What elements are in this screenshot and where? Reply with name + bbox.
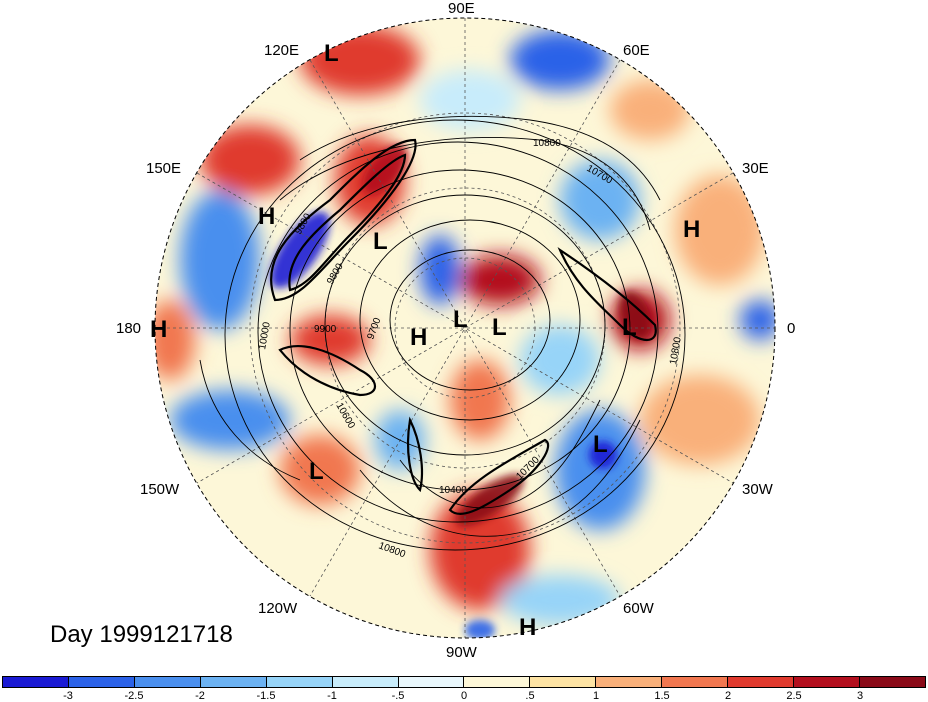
lon-label-30w: 30W — [742, 481, 773, 498]
colorbar-tick-label: -1.5 — [256, 690, 276, 702]
low-center: L — [622, 314, 637, 341]
contour-label: 10400 — [439, 485, 467, 496]
colorbar-swatch — [331, 677, 398, 687]
colorbar-swatch — [397, 677, 464, 687]
colorbar-tick-label: -3 — [63, 690, 73, 702]
low-center: L — [324, 40, 339, 67]
lon-label-150w: 150W — [140, 481, 180, 498]
height-contours — [199, 115, 686, 551]
colorbar-swatch — [3, 677, 68, 687]
lon-label-90e: 90E — [448, 0, 475, 17]
colorbar-swatch — [67, 677, 134, 687]
colorbar-swatch — [793, 677, 859, 687]
colorbar-tick-label: 2.5 — [786, 690, 802, 702]
colorbar — [2, 676, 926, 688]
lon-label-30e: 30E — [742, 160, 769, 177]
high-center: H — [258, 203, 276, 230]
high-center: H — [410, 324, 428, 351]
colorbar-swatch — [529, 677, 596, 687]
lon-label-0: 0 — [787, 320, 796, 337]
low-center: L — [453, 306, 468, 333]
high-center: H — [519, 614, 537, 641]
anomaly-field — [155, 18, 775, 638]
map-boundary — [154, 17, 776, 639]
colorbar-tick-label: 1.5 — [654, 690, 670, 702]
lon-label-120w: 120W — [258, 600, 298, 617]
colorbar-tick-label: 3 — [856, 690, 864, 702]
lon-label-60e: 60E — [623, 42, 650, 59]
low-center: L — [492, 314, 507, 341]
jet-contours — [269, 138, 657, 515]
colorbar-swatch — [858, 677, 925, 687]
colorbar-swatch — [199, 677, 266, 687]
contour-label: 10800 — [668, 336, 684, 366]
colorbar-swatch — [595, 677, 662, 687]
day-title: Day 1999121718 — [50, 621, 233, 648]
lon-label-60w: 60W — [623, 600, 654, 617]
lon-label-120e: 120E — [264, 42, 300, 59]
lon-label-180: 180 — [116, 320, 142, 337]
colorbar-tick-label: .5 — [525, 690, 535, 702]
colorbar-tick-label: -.5 — [391, 690, 405, 702]
colorbar-swatch — [133, 677, 200, 687]
colorbar-swatch — [727, 677, 794, 687]
colorbar-tick-label: -2 — [195, 690, 205, 702]
high-center: H — [150, 316, 168, 343]
colorbar-tick-label: -1 — [327, 690, 337, 702]
colorbar-tick-label: -2.5 — [124, 690, 144, 702]
colorbar-swatch — [463, 677, 530, 687]
lon-label-90w: 90W — [446, 644, 477, 661]
colorbar-tick-label: 1 — [592, 690, 600, 702]
low-center: L — [373, 228, 388, 255]
contour-label: 10800 — [533, 138, 561, 149]
lon-label-150e: 150E — [146, 160, 182, 177]
colorbar-tick-label: 2 — [724, 690, 732, 702]
high-center: H — [683, 216, 701, 243]
low-center: L — [309, 458, 324, 485]
low-center: L — [593, 431, 608, 458]
contour-label: 10000 — [257, 321, 273, 351]
colorbar-swatch — [661, 677, 728, 687]
colorbar-swatch — [265, 677, 332, 687]
contour-label: 9900 — [314, 324, 337, 335]
colorbar-tick-label: 0 — [460, 690, 468, 702]
